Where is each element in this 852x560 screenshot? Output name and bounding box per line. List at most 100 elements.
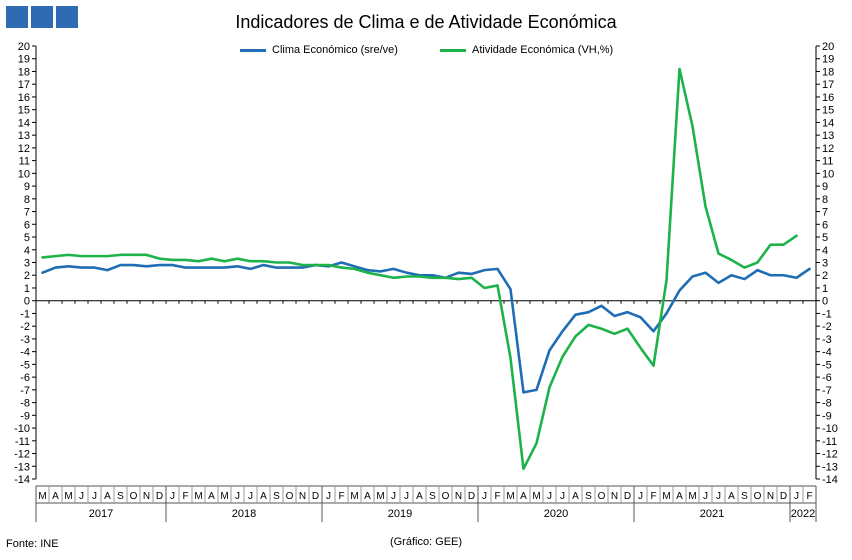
y-tick-label-left: 18: [18, 66, 30, 78]
y-tick-label-right: 17: [822, 79, 834, 91]
y-tick-label-left: -10: [14, 423, 30, 435]
y-tick-label-left: 9: [24, 181, 30, 193]
y-tick-label-left: -12: [14, 449, 30, 461]
y-tick-label-right: -14: [822, 474, 838, 486]
y-tick-label-left: -9: [20, 410, 30, 422]
month-label: D: [156, 491, 163, 502]
month-label: A: [260, 491, 267, 502]
month-label: M: [220, 491, 228, 502]
y-tick-label-left: -5: [20, 359, 30, 371]
month-label: O: [754, 491, 762, 502]
month-label: M: [64, 491, 72, 502]
y-tick-label-left: 4: [24, 245, 30, 257]
y-tick-label-left: -14: [14, 474, 30, 486]
month-label: J: [92, 491, 97, 502]
month-label: O: [130, 491, 138, 502]
y-tick-label-right: -9: [822, 410, 832, 422]
logo-square: [56, 6, 78, 28]
series-line-atividade: [41, 67, 798, 471]
y-tick-label-left: 17: [18, 79, 30, 91]
y-tick-label-left: 11: [19, 156, 30, 168]
y-tick-label-left: 6: [24, 219, 30, 231]
month-label: M: [532, 491, 540, 502]
month-label: J: [703, 491, 708, 502]
month-label: J: [560, 491, 565, 502]
logo-square: [31, 6, 53, 28]
month-label: D: [624, 491, 631, 502]
y-tick-label-right: 19: [822, 54, 834, 66]
logo-square: [6, 6, 28, 28]
y-tick-label-right: 3: [822, 258, 828, 270]
month-label: J: [716, 491, 721, 502]
y-tick-label-left: -3: [20, 334, 30, 346]
y-tick-label-right: 6: [822, 219, 828, 231]
y-tick-label-right: 18: [822, 66, 834, 78]
month-label: O: [598, 491, 606, 502]
y-tick-label-right: 5: [822, 232, 828, 244]
month-label: D: [780, 491, 787, 502]
y-tick-label-right: 8: [822, 194, 828, 206]
credit-note: (Gráfico: GEE): [389, 536, 463, 548]
month-label: A: [520, 491, 527, 502]
legend-label-clima: Clima Económico (sre/ve): [272, 44, 398, 56]
logo: [6, 6, 78, 28]
month-label: M: [376, 491, 384, 502]
y-tick-label-right: -7: [822, 385, 832, 397]
month-label: M: [350, 491, 358, 502]
y-tick-label-right: -11: [822, 436, 837, 448]
y-tick-label-left: -11: [15, 436, 30, 448]
y-tick-label-left: -13: [14, 461, 30, 473]
y-tick-label-right: -3: [822, 334, 832, 346]
month-label: N: [299, 491, 306, 502]
y-tick-label-left: 3: [24, 258, 30, 270]
legend-swatch-clima: [240, 48, 266, 52]
y-tick-label-right: 13: [822, 130, 834, 142]
month-label: J: [794, 491, 799, 502]
y-tick-label-left: 20: [18, 41, 30, 53]
month-label: A: [416, 491, 423, 502]
month-label: N: [767, 491, 774, 502]
month-label: A: [208, 491, 215, 502]
month-label: A: [676, 491, 683, 502]
month-label: J: [79, 491, 84, 502]
y-tick-label-right: 2: [822, 270, 828, 282]
y-tick-label-left: 14: [18, 117, 30, 129]
month-label: F: [494, 491, 500, 502]
month-label: J: [547, 491, 552, 502]
y-tick-label-right: 11: [822, 156, 833, 168]
y-tick-label-right: 1: [822, 283, 828, 295]
y-tick-label-right: 0: [822, 296, 828, 308]
month-label: J: [235, 491, 240, 502]
month-label: A: [104, 491, 111, 502]
y-tick-label-left: 16: [18, 92, 30, 104]
y-tick-label-right: -1: [822, 308, 832, 320]
y-tick-label-left: -2: [20, 321, 30, 333]
y-tick-label-left: 7: [24, 207, 30, 219]
month-label: J: [326, 491, 331, 502]
month-label: N: [143, 491, 150, 502]
month-label: A: [52, 491, 59, 502]
y-tick-label-right: -8: [822, 398, 832, 410]
y-tick-label-left: 19: [18, 54, 30, 66]
month-label: D: [468, 491, 475, 502]
month-label: M: [38, 491, 46, 502]
month-label: A: [728, 491, 735, 502]
y-tick-label-left: 13: [18, 130, 30, 142]
y-tick-label-right: -12: [822, 449, 838, 461]
month-label: F: [182, 491, 188, 502]
month-label: S: [741, 491, 748, 502]
month-label: J: [638, 491, 643, 502]
y-tick-label-left: 10: [18, 168, 30, 180]
month-label: A: [572, 491, 579, 502]
legend-item-clima: Clima Económico (sre/ve): [240, 44, 398, 56]
y-tick-label-left: -7: [20, 385, 30, 397]
month-label: F: [650, 491, 656, 502]
y-tick-label-right: 15: [822, 105, 834, 117]
month-label: J: [170, 491, 175, 502]
legend-swatch-atividade: [440, 48, 466, 52]
y-tick-label-right: 7: [822, 207, 828, 219]
year-label: 2019: [388, 508, 412, 520]
y-tick-label-left: -4: [20, 347, 30, 359]
y-tick-label-right: 12: [822, 143, 834, 155]
